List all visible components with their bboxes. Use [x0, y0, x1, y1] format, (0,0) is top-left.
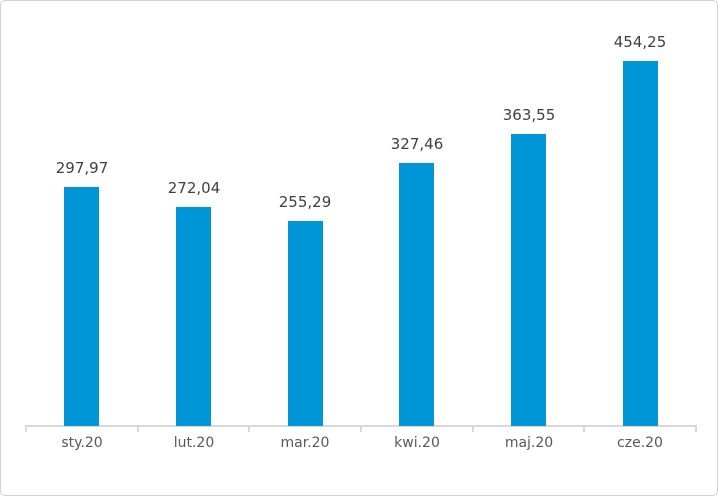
bar-sty.20	[64, 187, 99, 426]
x-axis-tick	[25, 425, 27, 432]
x-axis-tick	[583, 425, 585, 432]
bar-maj.20	[511, 134, 546, 426]
x-axis-tick	[248, 425, 250, 432]
x-axis-category-label: kwi.20	[394, 435, 440, 451]
bar-lut.20	[176, 207, 211, 426]
value-label: 272,04	[167, 179, 221, 197]
x-axis-tick	[137, 425, 139, 432]
x-axis-tick	[472, 425, 474, 432]
x-axis-category-label: cze.20	[617, 435, 663, 451]
x-axis-category-label: maj.20	[504, 435, 554, 451]
bar-kwi.20	[399, 163, 434, 426]
value-label: 297,97	[55, 159, 109, 177]
value-label: 454,25	[613, 33, 667, 51]
value-label: 327,46	[390, 135, 444, 153]
value-label: 255,29	[278, 193, 332, 211]
x-axis-category-label: sty.20	[61, 435, 103, 451]
value-label: 363,55	[502, 106, 556, 124]
bar-cze.20	[623, 61, 658, 426]
bar-mar.20	[288, 221, 323, 426]
x-axis-tick	[695, 425, 697, 432]
x-axis-category-label: lut.20	[173, 435, 215, 451]
x-axis-tick	[360, 425, 362, 432]
x-axis-category-label: mar.20	[280, 435, 330, 451]
